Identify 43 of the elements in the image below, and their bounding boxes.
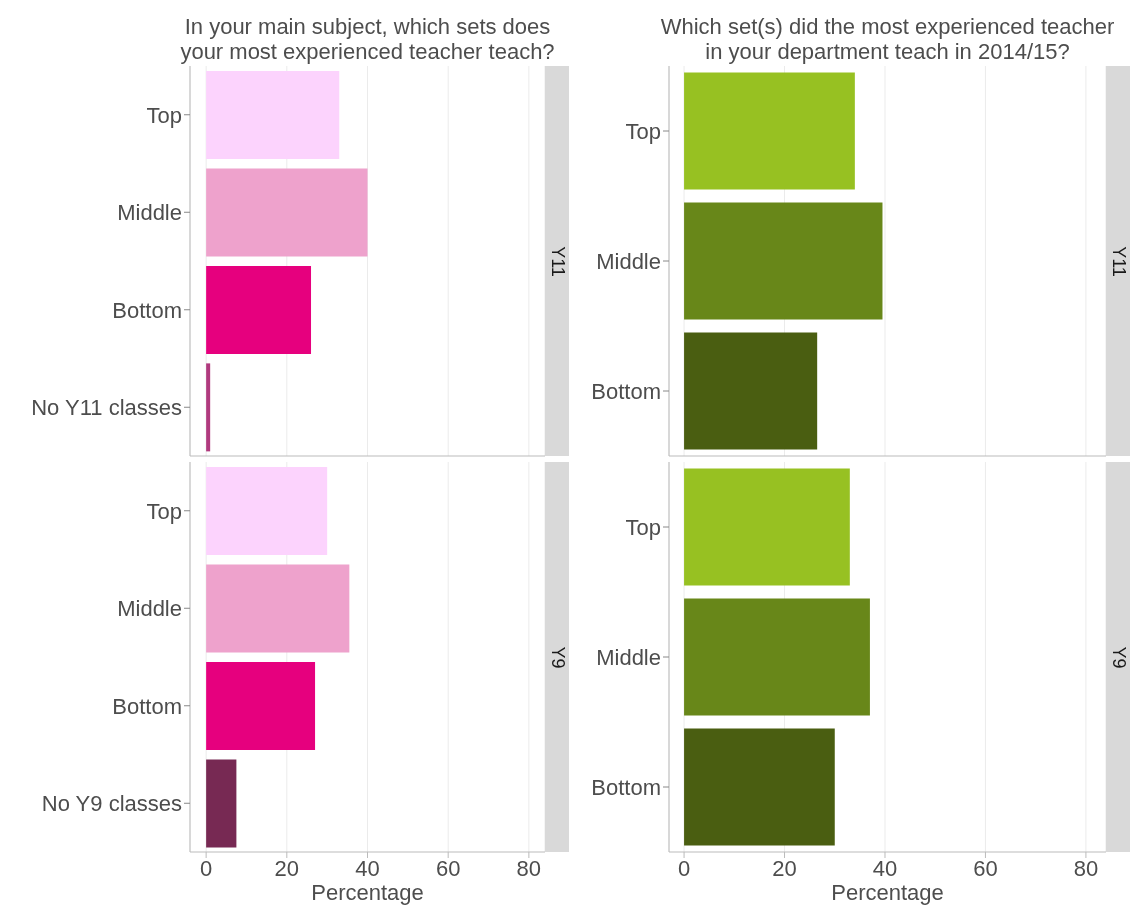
y-tick-label: Bottom <box>112 693 182 719</box>
y-tick-label: Middle <box>596 644 661 670</box>
y-tick-label: Middle <box>117 596 182 622</box>
bar <box>206 363 211 452</box>
bar <box>684 728 835 846</box>
chart-title: Which set(s) did the most experienced teacher in your department teach in 2014/15? <box>659 14 1116 64</box>
y-tick-label: Middle <box>596 248 661 274</box>
x-tick-label: 60 <box>435 855 461 881</box>
y-tick-label: Top <box>625 118 661 144</box>
y-tick-label: No Y9 classes <box>41 791 182 817</box>
x-tick-label: 60 <box>973 855 998 881</box>
y-tick-label: Middle <box>117 200 182 226</box>
chart-title: In your main subject, which sets does your most experienced teacher teach? <box>179 14 556 64</box>
y2-axis-title: Y9 <box>1107 645 1129 669</box>
x-tick-label: 0 <box>677 855 691 881</box>
x-tick-label: 0 <box>200 855 213 881</box>
x-axis-title: Percentage <box>310 880 425 906</box>
x-tick-label: 80 <box>1073 855 1099 881</box>
bar <box>684 598 870 716</box>
x-axis-title: Percentage <box>830 880 945 906</box>
y-tick-label: Top <box>625 514 661 540</box>
y-tick-label: Bottom <box>112 297 182 323</box>
bar <box>206 661 316 750</box>
bar <box>206 564 350 653</box>
y-tick-label: Top <box>146 498 182 524</box>
y2-axis-title: Y9 <box>546 645 568 669</box>
y-tick-label: Top <box>146 102 182 128</box>
bar <box>206 70 340 159</box>
x-tick-label: 20 <box>274 855 300 881</box>
bar <box>206 759 237 848</box>
bar <box>684 468 850 586</box>
x-tick-label: 20 <box>772 855 797 881</box>
x-tick-label: 40 <box>355 855 380 881</box>
y-tick-label: Bottom <box>591 774 661 800</box>
bar <box>206 466 328 555</box>
y2-axis-title: Y11 <box>546 245 568 277</box>
bar <box>206 168 368 257</box>
y-tick-label: Bottom <box>591 378 661 404</box>
x-tick-label: 40 <box>872 855 898 881</box>
bar <box>206 265 312 354</box>
y2-axis-title: Y11 <box>1107 245 1129 277</box>
y-tick-label: No Y11 classes <box>31 395 182 421</box>
x-tick-label: 80 <box>516 855 542 881</box>
